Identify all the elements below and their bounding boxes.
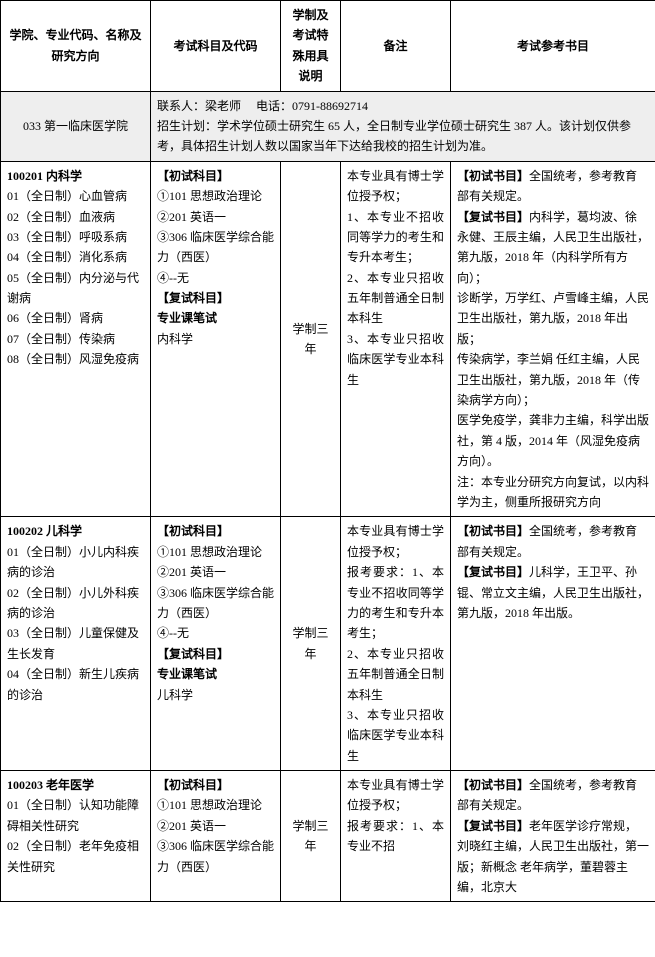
prelim-line: ③306 临床医学综合能力（西医） <box>157 583 274 624</box>
header-col5: 考试参考书目 <box>451 1 655 92</box>
direction-line: 08（全日制）风湿免疫病 <box>7 349 144 369</box>
remarks-cell: 本专业具有博士学位授予权；1、本专业不招收同等学力的考生和专升本考生；2、本专业… <box>341 161 451 517</box>
prelim-line: ①101 思想政治理论 <box>157 795 274 815</box>
remarks-cell: 本专业具有博士学位授予权；报考要求：1、本专业不招收同等学力的考生和专升本考生；… <box>341 517 451 771</box>
section-marker: 【初试书目】 <box>457 524 529 538</box>
table-body: 033 第一临床医学院 联系人：梁老师 电话：0791-88692714 招生计… <box>1 91 655 902</box>
direction-line: 06（全日制）肾病 <box>7 308 144 328</box>
direction-line: 03（全日制）呼吸系病 <box>7 227 144 247</box>
direction-line: 02（全日制）小儿外科疾病的诊治 <box>7 583 144 624</box>
retrial-header: 【复试科目】 <box>157 288 274 308</box>
exam-subjects-cell: 【初试科目】①101 思想政治理论②201 英语一③306 临床医学综合能力（西… <box>151 517 281 771</box>
direction-line: 03（全日制）儿童保健及生长发育 <box>7 623 144 664</box>
phone-label: 电话：0791-88692714 <box>256 99 368 113</box>
direction-line: 01（全日制）小儿内科疾病的诊治 <box>7 542 144 583</box>
direction-line: 02（全日制）血液病 <box>7 207 144 227</box>
duration-cell: 学制三年 <box>281 771 341 902</box>
header-col1: 学院、专业代码、名称及研究方向 <box>1 1 151 92</box>
prelim-header: 【初试科目】 <box>157 166 274 186</box>
duration-cell: 学制三年 <box>281 517 341 771</box>
prelim-line: ②201 英语一 <box>157 562 274 582</box>
major-title: 100203 老年医学 <box>7 775 144 795</box>
reference-cell: 【初试书目】全国统考，参考教育部有关规定。【复试书目】老年医学诊疗常规，刘晓红主… <box>451 771 655 902</box>
section-marker: 【复试书目】 <box>457 565 529 579</box>
major-title: 100201 内科学 <box>7 166 144 186</box>
prelim-line: ④--无 <box>157 268 274 288</box>
retrial-subject: 儿科学 <box>157 685 274 705</box>
header-col4: 备注 <box>341 1 451 92</box>
table-row: 100201 内科学01（全日制）心血管病02（全日制）血液病03（全日制）呼吸… <box>1 161 655 517</box>
prelim-line: ③306 临床医学综合能力（西医） <box>157 836 274 877</box>
retrial-sub: 专业课笔试 <box>157 664 274 684</box>
duration-cell: 学制三年 <box>281 161 341 517</box>
prelim-line: ①101 思想政治理论 <box>157 186 274 206</box>
section-marker: 【复试书目】 <box>457 210 529 224</box>
dept-info-cell: 联系人：梁老师 电话：0791-88692714 招生计划：学术学位硕士研究生 … <box>151 91 655 161</box>
major-cell: 100203 老年医学01（全日制）认知功能障碍相关性研究02（全日制）老年免疫… <box>1 771 151 902</box>
admissions-table: 学院、专业代码、名称及研究方向 考试科目及代码 学制及考试特殊用具说明 备注 考… <box>0 0 655 902</box>
prelim-line: ②201 英语一 <box>157 207 274 227</box>
plan-text: 招生计划：学术学位硕士研究生 65 人，全日制专业学位硕士研究生 387 人。该… <box>157 119 631 153</box>
prelim-line: ①101 思想政治理论 <box>157 542 274 562</box>
prelim-line: ②201 英语一 <box>157 816 274 836</box>
table-header-row: 学院、专业代码、名称及研究方向 考试科目及代码 学制及考试特殊用具说明 备注 考… <box>1 1 655 92</box>
header-col3: 学制及考试特殊用具说明 <box>281 1 341 92</box>
prelim-line: ④--无 <box>157 623 274 643</box>
direction-line: 02（全日制）老年免疫相关性研究 <box>7 836 144 877</box>
major-title: 100202 儿科学 <box>7 521 144 541</box>
reference-cell: 【初试书目】全国统考，参考教育部有关规定。【复试书目】内科学，葛均波、徐永健、王… <box>451 161 655 517</box>
retrial-subject: 内科学 <box>157 329 274 349</box>
prelim-line: ③306 临床医学综合能力（西医） <box>157 227 274 268</box>
department-row: 033 第一临床医学院 联系人：梁老师 电话：0791-88692714 招生计… <box>1 91 655 161</box>
exam-subjects-cell: 【初试科目】①101 思想政治理论②201 英语一③306 临床医学综合能力（西… <box>151 161 281 517</box>
dept-code-cell: 033 第一临床医学院 <box>1 91 151 161</box>
retrial-header: 【复试科目】 <box>157 644 274 664</box>
major-cell: 100201 内科学01（全日制）心血管病02（全日制）血液病03（全日制）呼吸… <box>1 161 151 517</box>
remarks-cell: 本专业具有博士学位授予权；报考要求：1、本专业不招 <box>341 771 451 902</box>
section-marker: 【复试书目】 <box>457 819 529 833</box>
prelim-header: 【初试科目】 <box>157 775 274 795</box>
direction-line: 05（全日制）内分泌与代谢病 <box>7 268 144 309</box>
header-col2: 考试科目及代码 <box>151 1 281 92</box>
contact-label: 联系人：梁老师 <box>157 99 241 113</box>
major-cell: 100202 儿科学01（全日制）小儿内科疾病的诊治02（全日制）小儿外科疾病的… <box>1 517 151 771</box>
prelim-header: 【初试科目】 <box>157 521 274 541</box>
direction-line: 04（全日制）消化系病 <box>7 247 144 267</box>
reference-cell: 【初试书目】全国统考，参考教育部有关规定。【复试书目】儿科学，王卫平、孙锟、常立… <box>451 517 655 771</box>
retrial-sub: 专业课笔试 <box>157 308 274 328</box>
direction-line: 01（全日制）认知功能障碍相关性研究 <box>7 795 144 836</box>
direction-line: 01（全日制）心血管病 <box>7 186 144 206</box>
section-marker: 【初试书目】 <box>457 778 529 792</box>
table-row: 100203 老年医学01（全日制）认知功能障碍相关性研究02（全日制）老年免疫… <box>1 771 655 902</box>
direction-line: 04（全日制）新生儿疾病的诊治 <box>7 664 144 705</box>
exam-subjects-cell: 【初试科目】①101 思想政治理论②201 英语一③306 临床医学综合能力（西… <box>151 771 281 902</box>
section-marker: 【初试书目】 <box>457 169 529 183</box>
direction-line: 07（全日制）传染病 <box>7 329 144 349</box>
table-row: 100202 儿科学01（全日制）小儿内科疾病的诊治02（全日制）小儿外科疾病的… <box>1 517 655 771</box>
